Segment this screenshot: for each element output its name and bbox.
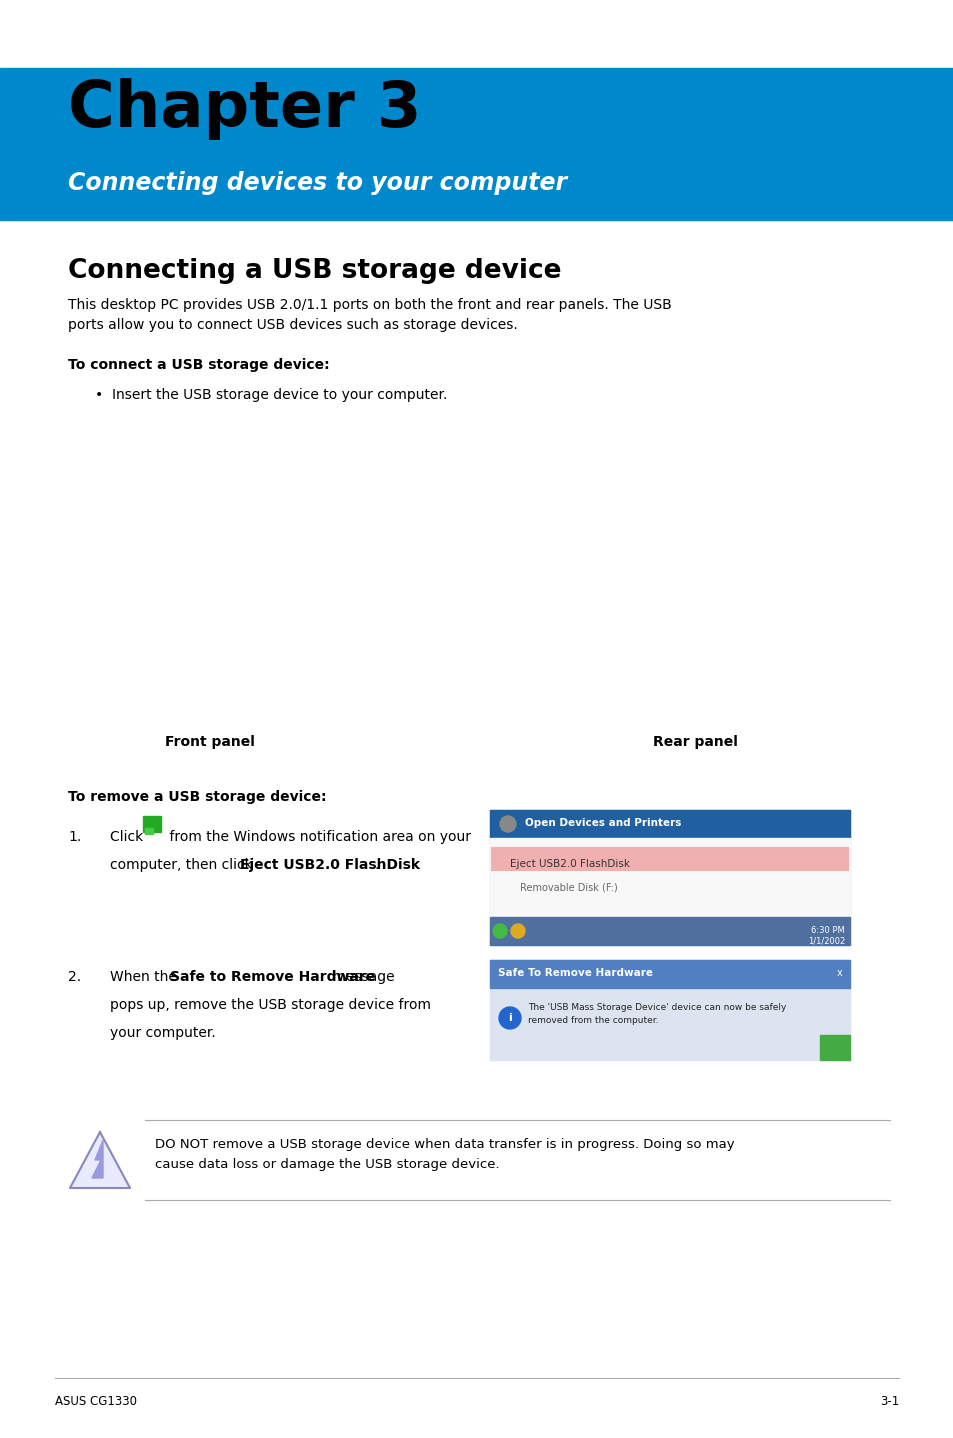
Text: ports allow you to connect USB devices such as storage devices.: ports allow you to connect USB devices s… bbox=[68, 318, 517, 332]
Text: This desktop PC provides USB 2.0/1.1 ports on both the front and rear panels. Th: This desktop PC provides USB 2.0/1.1 por… bbox=[68, 298, 671, 312]
Text: cause data loss or damage the USB storage device.: cause data loss or damage the USB storag… bbox=[154, 1158, 499, 1171]
Text: 2.: 2. bbox=[68, 971, 81, 984]
Bar bbox=[143, 815, 161, 833]
Bar bbox=[0, 68, 953, 220]
Polygon shape bbox=[91, 1140, 103, 1178]
Text: message: message bbox=[328, 971, 395, 984]
Text: •: • bbox=[95, 388, 103, 403]
Text: Connecting devices to your computer: Connecting devices to your computer bbox=[68, 171, 566, 196]
Text: Front panel: Front panel bbox=[165, 735, 254, 749]
Text: Chapter 3: Chapter 3 bbox=[68, 78, 421, 139]
Text: To remove a USB storage device:: To remove a USB storage device: bbox=[68, 789, 326, 804]
Bar bbox=[490, 917, 849, 945]
Text: Insert the USB storage device to your computer.: Insert the USB storage device to your co… bbox=[112, 388, 447, 403]
Text: 3-1: 3-1 bbox=[879, 1395, 898, 1408]
Text: 6:30 PM: 6:30 PM bbox=[810, 926, 844, 935]
Text: computer, then click: computer, then click bbox=[110, 858, 257, 871]
Text: DO NOT remove a USB storage device when data transfer is in progress. Doing so m: DO NOT remove a USB storage device when … bbox=[154, 1137, 734, 1150]
Text: Connecting a USB storage device: Connecting a USB storage device bbox=[68, 257, 561, 283]
Polygon shape bbox=[70, 1132, 130, 1188]
Text: 1/1/2002: 1/1/2002 bbox=[807, 938, 844, 946]
Text: Eject USB2.0 FlashDisk: Eject USB2.0 FlashDisk bbox=[240, 858, 419, 871]
Bar bbox=[0, 0, 953, 68]
Circle shape bbox=[499, 815, 516, 833]
Bar bbox=[490, 810, 849, 838]
Text: from the Windows notification area on your: from the Windows notification area on yo… bbox=[165, 830, 471, 844]
Text: Safe To Remove Hardware: Safe To Remove Hardware bbox=[497, 968, 652, 978]
Text: ASUS CG1330: ASUS CG1330 bbox=[55, 1395, 137, 1408]
Text: 1.: 1. bbox=[68, 830, 81, 844]
Text: removed from the computer.: removed from the computer. bbox=[527, 1017, 658, 1025]
Text: x: x bbox=[836, 968, 841, 978]
Bar bbox=[490, 961, 849, 988]
Bar bbox=[145, 828, 152, 834]
Bar bbox=[490, 810, 849, 945]
Text: Open Devices and Printers: Open Devices and Printers bbox=[524, 818, 680, 828]
Circle shape bbox=[511, 925, 524, 938]
Text: Click: Click bbox=[110, 830, 148, 844]
Text: Rear panel: Rear panel bbox=[652, 735, 737, 749]
Text: Eject USB2.0 FlashDisk: Eject USB2.0 FlashDisk bbox=[510, 858, 629, 869]
Text: Safe to Remove Hardware: Safe to Remove Hardware bbox=[170, 971, 375, 984]
Text: To connect a USB storage device:: To connect a USB storage device: bbox=[68, 358, 330, 372]
Bar bbox=[490, 838, 849, 945]
Circle shape bbox=[493, 925, 506, 938]
Bar bbox=[490, 961, 849, 1060]
Text: pops up, remove the USB storage device from: pops up, remove the USB storage device f… bbox=[110, 998, 431, 1012]
Text: i: i bbox=[508, 1012, 512, 1022]
Bar bbox=[492, 848, 847, 870]
Text: your computer.: your computer. bbox=[110, 1025, 215, 1040]
Text: Removable Disk (F:): Removable Disk (F:) bbox=[519, 883, 618, 893]
Bar bbox=[820, 1035, 849, 1060]
Circle shape bbox=[498, 1007, 520, 1030]
Text: The 'USB Mass Storage Device' device can now be safely: The 'USB Mass Storage Device' device can… bbox=[527, 1002, 785, 1012]
Text: When the: When the bbox=[110, 971, 181, 984]
Text: .: . bbox=[375, 858, 379, 871]
